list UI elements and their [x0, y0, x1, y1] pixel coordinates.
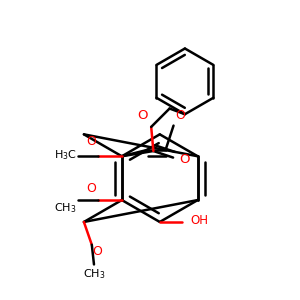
Text: CH$_3$: CH$_3$ — [54, 202, 76, 215]
Text: O: O — [86, 182, 96, 195]
Text: O: O — [179, 153, 190, 166]
Text: H$_3$C: H$_3$C — [54, 148, 76, 162]
Text: O: O — [86, 135, 96, 148]
Text: OH: OH — [190, 214, 208, 227]
Text: O: O — [92, 245, 102, 258]
Text: O: O — [175, 110, 185, 122]
Text: O: O — [138, 109, 148, 122]
Text: CH$_3$: CH$_3$ — [83, 268, 105, 281]
